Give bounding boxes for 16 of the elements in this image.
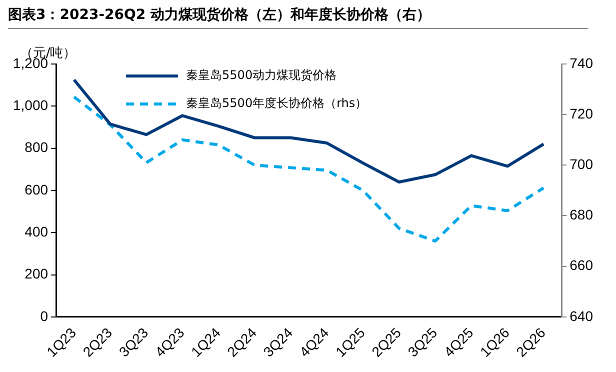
- chart-title: 图表3：2023-26Q2 动力煤现货价格（左）和年度长协价格（右）: [8, 6, 431, 24]
- y-tick-label: 600: [24, 181, 48, 198]
- y-tick-label: 800: [24, 139, 48, 156]
- legend-label: 秦皇岛5500动力煤现货价格: [186, 68, 337, 82]
- y-tick-label: 200: [24, 266, 48, 282]
- line-series: [72, 95, 546, 243]
- y2-tick-label: 720: [570, 105, 594, 122]
- legend-label: 秦皇岛5500年度长协价格（rhs）: [186, 96, 368, 110]
- y2-tick-label: 700: [570, 156, 594, 172]
- y2-tick-label: 740: [570, 54, 594, 71]
- y2-tick-label: 660: [570, 257, 594, 274]
- y-tick-label: 0: [40, 308, 48, 324]
- y-tick-label: 400: [24, 223, 48, 240]
- y-tick-label: 1,000: [12, 97, 48, 114]
- y2-tick-label: 680: [570, 206, 594, 223]
- y2-tick-label: 640: [570, 308, 594, 324]
